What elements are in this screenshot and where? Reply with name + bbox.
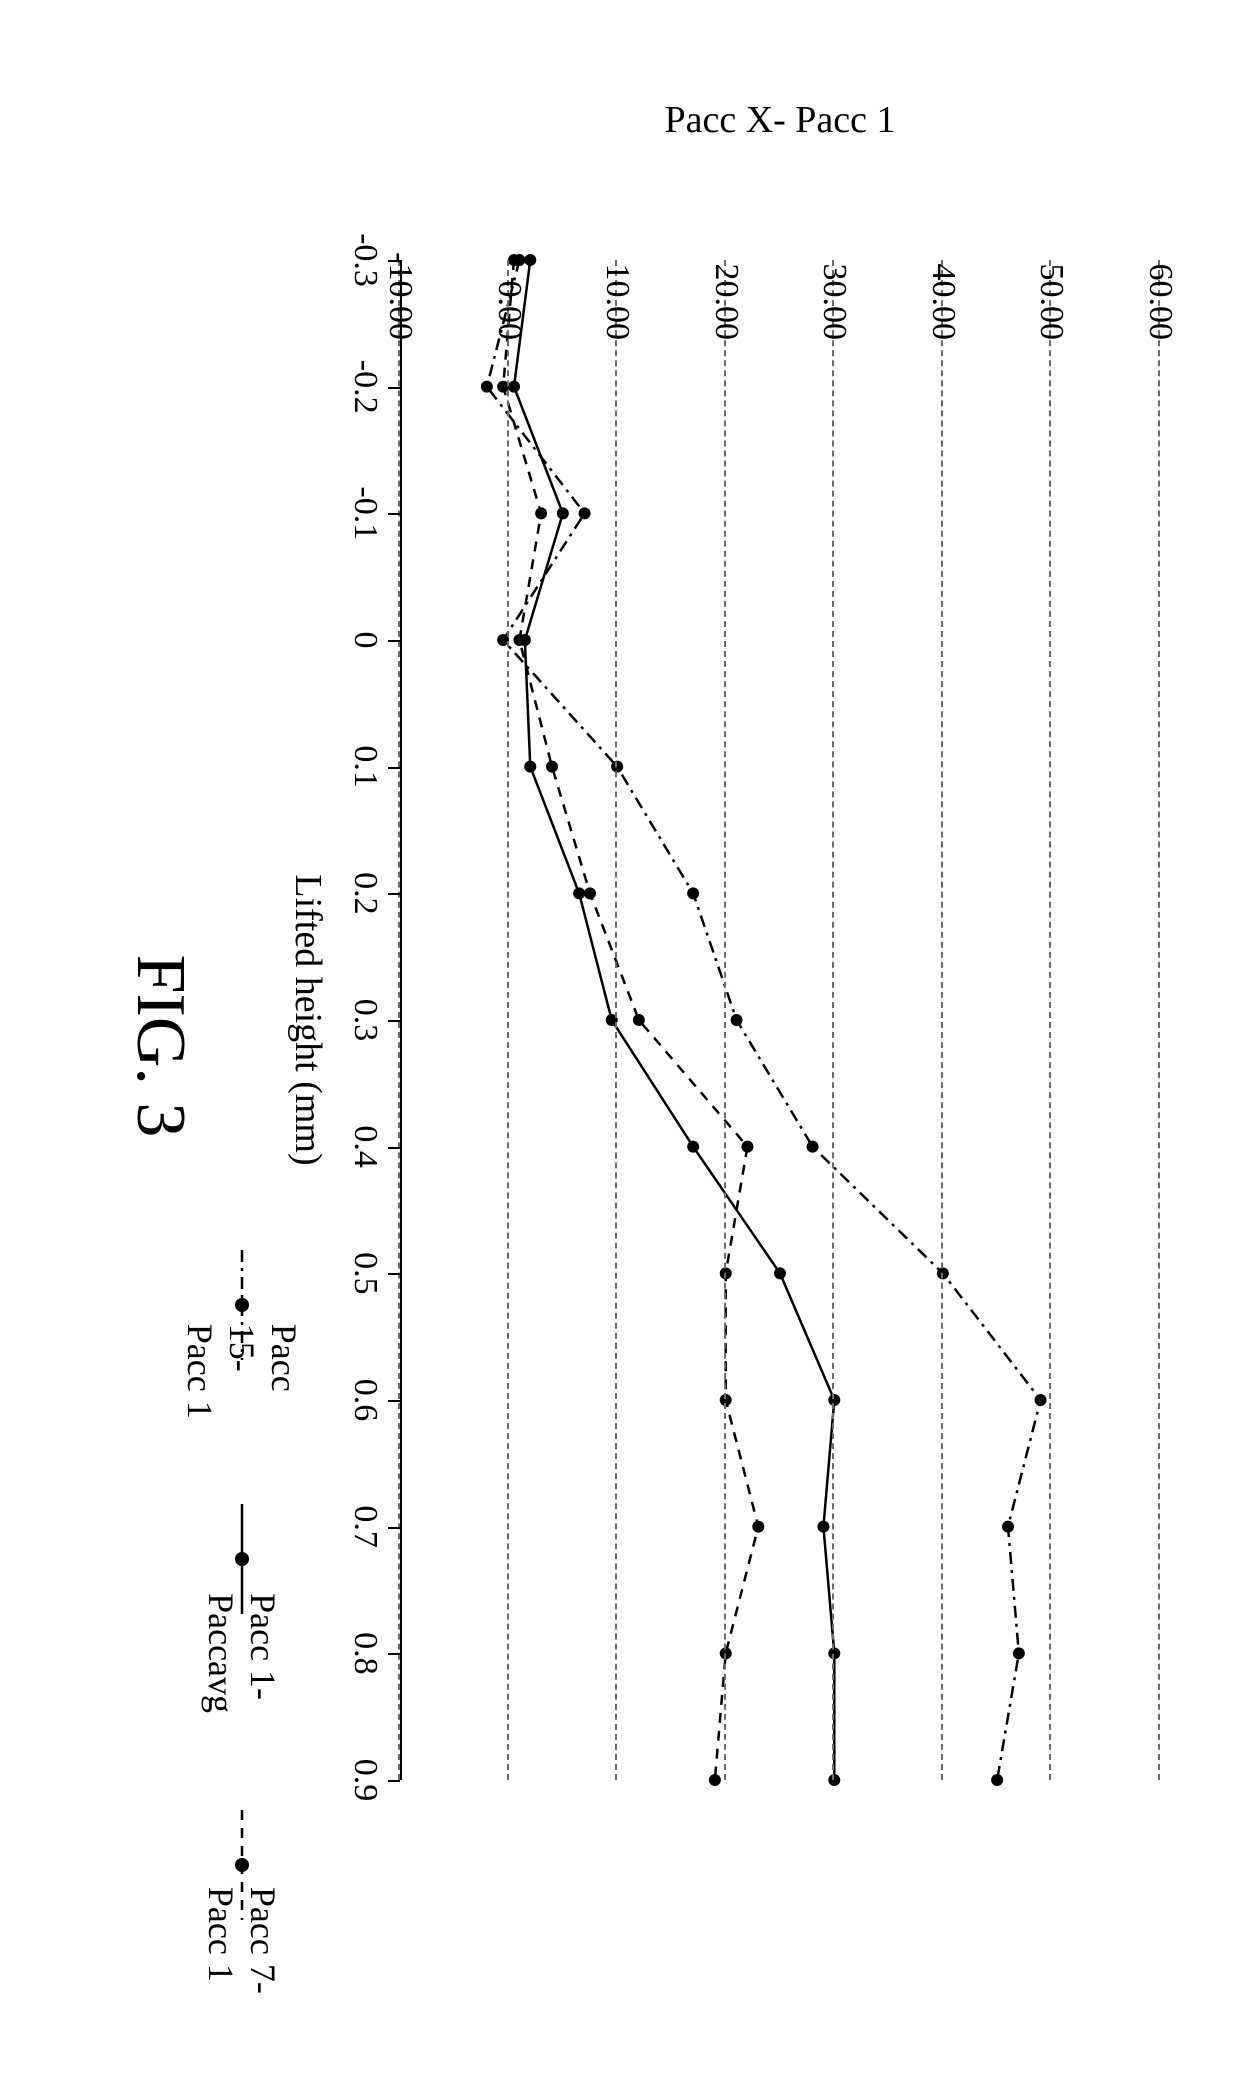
grid-line: [941, 260, 943, 1780]
series-line: [503, 260, 758, 1780]
series-marker: [633, 1014, 645, 1026]
series-marker: [513, 634, 525, 646]
x-tick-label: 0.6: [346, 1379, 384, 1422]
legend-item: Pacc 15- Pacc 1: [179, 1250, 305, 1444]
x-tick: [388, 1020, 400, 1022]
legend-label: Pacc 1- Paccavg: [200, 1593, 284, 1750]
x-tick-label: 0.7: [346, 1505, 384, 1548]
series-marker: [1013, 1647, 1025, 1659]
grid-line: [507, 260, 509, 1780]
x-tick: [388, 1780, 400, 1782]
plot-area: Lifted height (mm) -0.3-0.2-0.100.10.20.…: [400, 260, 1160, 1780]
x-tick-label: 0.9: [346, 1759, 384, 1802]
x-tick: [388, 1527, 400, 1529]
series-marker: [687, 1141, 699, 1153]
x-tick-label: 0.3: [346, 999, 384, 1042]
rotated-stage: Pacc X- Pacc 1 Lifted height (mm) -0.3-0…: [0, 0, 1240, 2092]
y-tick-label: 60.00: [1141, 264, 1179, 341]
y-tick-label: 30.00: [815, 264, 853, 341]
chart-container: Pacc X- Pacc 1 Lifted height (mm) -0.3-0…: [280, 80, 1180, 1880]
x-tick-label: 0.5: [346, 1252, 384, 1295]
series-marker: [524, 254, 536, 266]
grid-line: [832, 260, 834, 1780]
series-marker: [508, 254, 520, 266]
series-marker: [546, 761, 558, 773]
grid-line: [724, 260, 726, 1780]
grid-line: [1158, 260, 1160, 1780]
series-line: [514, 260, 834, 1780]
series-marker: [584, 887, 596, 899]
legend-swatch: [230, 1250, 254, 1308]
x-tick: [388, 513, 400, 515]
grid-line: [615, 260, 617, 1780]
x-tick: [388, 1147, 400, 1149]
series-marker: [687, 887, 699, 899]
legend-item: Pacc 1- Paccavg: [179, 1504, 305, 1750]
series-marker: [991, 1774, 1003, 1786]
series-marker: [524, 761, 536, 773]
series-marker: [579, 507, 591, 519]
figure-caption: FIG. 3: [120, 955, 200, 1138]
x-tick-label: 0.1: [346, 745, 384, 788]
x-tick-label: 0.2: [346, 872, 384, 915]
x-tick: [388, 1400, 400, 1402]
x-tick: [388, 387, 400, 389]
x-tick-label: 0.4: [346, 1125, 384, 1168]
series-marker: [709, 1774, 721, 1786]
series-marker: [774, 1267, 786, 1279]
legend-swatch: [230, 1504, 254, 1577]
x-tick-label: -0.2: [346, 360, 384, 414]
legend-item: Pacc 7- Pacc 1: [179, 1810, 305, 2004]
x-tick-label: 0: [346, 632, 384, 649]
legend-swatch: [230, 1810, 254, 1871]
y-tick-label: 20.00: [707, 264, 745, 341]
x-tick: [388, 1273, 400, 1275]
series-marker: [817, 1521, 829, 1533]
series-marker: [535, 507, 547, 519]
x-tick: [388, 640, 400, 642]
legend: Pacc 15- Pacc 1 Pacc 1- Paccavg Pacc 7- Pa…: [179, 1250, 305, 2004]
series-svg: [402, 260, 1160, 1780]
series-marker: [557, 507, 569, 519]
y-axis-title: Pacc X- Pacc 1: [664, 98, 895, 142]
series-marker: [481, 381, 493, 393]
x-tick-label: 0.8: [346, 1632, 384, 1675]
series-marker: [1035, 1394, 1047, 1406]
series-marker: [508, 381, 520, 393]
y-tick-label: 0.00: [490, 281, 528, 341]
x-tick: [388, 1653, 400, 1655]
series-line: [487, 260, 1041, 1780]
y-tick-label: -10.00: [381, 252, 419, 340]
x-tick-label: -0.1: [346, 486, 384, 540]
series-marker: [807, 1141, 819, 1153]
grid-line: [1049, 260, 1051, 1780]
x-tick: [388, 893, 400, 895]
series-marker: [1002, 1521, 1014, 1533]
x-tick-label: -0.3: [346, 233, 384, 287]
y-tick-label: 50.00: [1032, 264, 1070, 341]
series-marker: [731, 1014, 743, 1026]
y-tick-label: 10.00: [598, 264, 636, 341]
y-tick-label: 40.00: [924, 264, 962, 341]
series-marker: [741, 1141, 753, 1153]
x-tick: [388, 767, 400, 769]
x-axis-title: Lifted height (mm): [286, 874, 330, 1165]
series-marker: [573, 887, 585, 899]
series-marker: [752, 1521, 764, 1533]
